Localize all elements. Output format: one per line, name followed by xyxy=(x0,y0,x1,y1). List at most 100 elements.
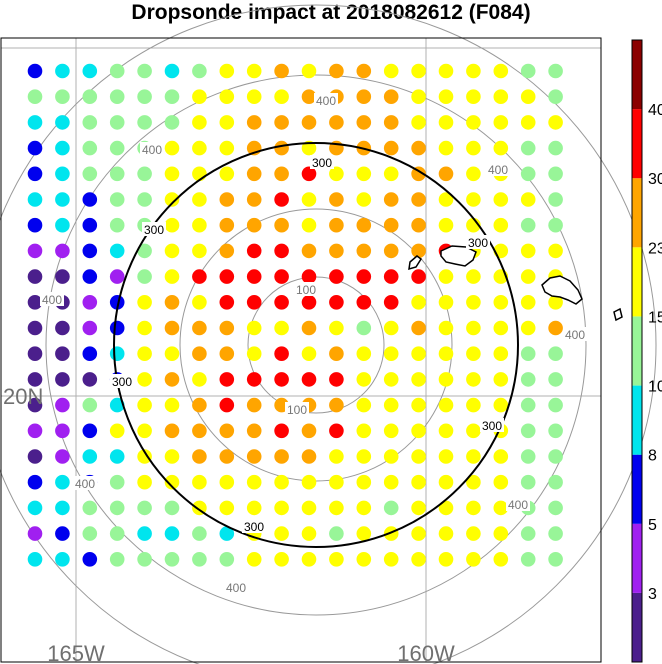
impact-dot xyxy=(329,526,344,541)
impact-dot xyxy=(520,372,536,387)
impact-dot xyxy=(466,166,481,182)
contour-label-300: 300 xyxy=(244,520,264,534)
impact-dot xyxy=(82,295,98,310)
impact-dot xyxy=(493,89,509,104)
impact-dot xyxy=(246,217,262,233)
impact-dot xyxy=(356,217,372,233)
impact-dot xyxy=(137,89,152,104)
impact-dot xyxy=(164,346,180,362)
impact-dot xyxy=(164,63,180,79)
impact-dot xyxy=(301,500,317,516)
impact-dot xyxy=(301,320,317,336)
impact-dot xyxy=(301,192,317,207)
impact-dot xyxy=(466,500,481,516)
impact-dot xyxy=(164,243,180,259)
impact-dot xyxy=(219,423,235,439)
impact-dot xyxy=(466,526,481,541)
impact-dot xyxy=(411,192,426,207)
lon-label-165w: 165W xyxy=(47,641,105,664)
impact-dot xyxy=(219,449,235,464)
impact-dot xyxy=(109,526,125,541)
impact-dot xyxy=(192,552,207,567)
impact-dot xyxy=(109,500,125,516)
impact-dot xyxy=(356,526,372,541)
impact-dot xyxy=(82,397,98,413)
impact-dot xyxy=(55,217,70,233)
impact-dot xyxy=(301,526,317,541)
impact-dot xyxy=(301,217,317,233)
impact-dot xyxy=(356,192,372,207)
impact-dot xyxy=(438,192,454,207)
impact-dot xyxy=(438,295,454,310)
impact-dot xyxy=(438,320,454,336)
impact-dot xyxy=(82,500,98,516)
colorbar-tick-label: 3 xyxy=(648,586,657,603)
impact-dot xyxy=(164,449,180,464)
impact-dot xyxy=(356,397,372,413)
impact-dot xyxy=(274,372,289,387)
contour-label-400: 400 xyxy=(508,498,528,512)
impact-dot xyxy=(438,346,454,362)
impact-dot xyxy=(55,192,70,207)
contour-label-400-bg xyxy=(506,497,530,511)
impact-dot xyxy=(27,63,43,79)
impact-dot xyxy=(82,140,98,156)
impact-dot xyxy=(548,423,563,439)
impact-dot xyxy=(137,269,152,284)
impact-dot xyxy=(520,474,536,490)
impact-dot xyxy=(438,269,454,284)
impact-dot xyxy=(109,397,125,413)
impact-dot xyxy=(109,346,125,362)
impact-dot xyxy=(82,166,98,182)
impact-dot xyxy=(493,346,509,362)
impact-dot xyxy=(27,140,43,156)
impact-dot xyxy=(219,269,235,284)
impact-dot xyxy=(520,243,536,259)
impact-dot xyxy=(192,115,207,130)
impact-dot xyxy=(493,449,509,464)
impact-dot xyxy=(466,372,481,387)
impact-dot xyxy=(383,449,399,464)
impact-dot xyxy=(329,166,344,182)
colorbar-frame xyxy=(631,39,643,663)
impact-dot xyxy=(164,526,180,541)
impact-dot xyxy=(520,449,536,464)
impact-dot xyxy=(246,500,262,516)
impact-dot xyxy=(219,526,235,541)
impact-dot xyxy=(356,552,372,567)
impact-dot xyxy=(411,63,426,79)
contour-label-400-bg xyxy=(224,580,248,594)
plot-frame xyxy=(0,37,602,663)
impact-dot xyxy=(329,346,344,362)
impact-dot xyxy=(246,449,262,464)
impact-dot xyxy=(82,423,98,439)
impact-dot xyxy=(466,63,481,79)
impact-dot xyxy=(493,526,509,541)
impact-dot xyxy=(466,115,481,130)
impact-dot xyxy=(219,63,235,79)
impact-dot xyxy=(274,295,289,310)
contour-label-400-bg xyxy=(314,93,338,107)
impact-dot xyxy=(27,346,43,362)
impact-dot xyxy=(411,346,426,362)
impact-dot xyxy=(383,500,399,516)
impact-dot xyxy=(164,552,180,567)
impact-dot xyxy=(466,346,481,362)
impact-dot xyxy=(274,320,289,336)
impact-dot xyxy=(438,63,454,79)
impact-dot xyxy=(164,372,180,387)
impact-dot xyxy=(383,423,399,439)
impact-dot xyxy=(329,449,344,464)
impact-dot xyxy=(219,372,235,387)
impact-dot xyxy=(493,474,509,490)
impact-dot xyxy=(274,552,289,567)
impact-dot xyxy=(329,397,344,413)
island-oahu xyxy=(440,245,477,267)
impact-dot xyxy=(109,449,125,464)
impact-dot xyxy=(466,295,481,310)
impact-dot xyxy=(55,346,70,362)
impact-dot xyxy=(246,192,262,207)
impact-dot xyxy=(356,243,372,259)
contour-label-300: 300 xyxy=(482,419,502,433)
impact-dot xyxy=(274,423,289,439)
